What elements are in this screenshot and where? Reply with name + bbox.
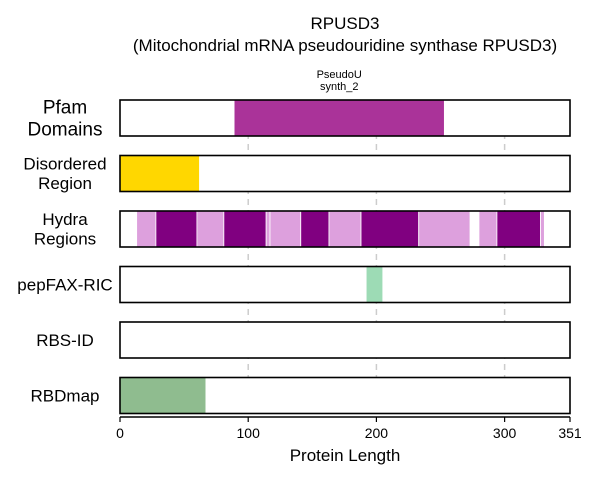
- track: RBDmap: [31, 376, 571, 415]
- track: pepFAX-RIC: [17, 265, 571, 304]
- track-label: RBS-ID: [36, 331, 94, 350]
- gridlines: [247, 100, 506, 417]
- track-segment: [233, 99, 445, 137]
- track-segment: [300, 210, 330, 248]
- track-label: Domains: [28, 120, 103, 141]
- track-frame: [119, 99, 571, 137]
- x-tick-label: 300: [493, 425, 517, 441]
- segment-label: synth_2: [320, 81, 359, 93]
- x-tick-label: 200: [365, 425, 389, 441]
- x-tick-label: 351: [558, 425, 582, 441]
- track-segment: [365, 266, 384, 303]
- track-segment: [155, 210, 198, 248]
- track-segment: [418, 210, 471, 248]
- x-tick-label: 100: [237, 425, 261, 441]
- track-label: Hydra: [42, 210, 88, 229]
- track-label: Region: [38, 174, 92, 193]
- track-segment: [265, 210, 271, 248]
- track-background: [120, 322, 570, 358]
- track-label: Pfam: [43, 98, 87, 119]
- track-segment: [540, 210, 545, 248]
- track-segment: [328, 210, 362, 248]
- track-label: pepFAX-RIC: [17, 275, 112, 294]
- chart-subtitle: (Mitochondrial mRNA pseudouridine syntha…: [133, 36, 557, 55]
- x-tick-label: 0: [116, 425, 124, 441]
- track-frame: [119, 321, 571, 359]
- track-segment: [360, 210, 420, 248]
- track-frame: [119, 265, 571, 304]
- x-axis: 0 100 200 300 351: [116, 416, 582, 441]
- track-segment: [119, 155, 200, 192]
- track-segment: [496, 210, 541, 248]
- track: RBS-ID: [36, 321, 571, 359]
- chart-title: RPUSD3: [311, 14, 380, 33]
- track-frame: [119, 376, 571, 415]
- track-segment: [196, 210, 225, 248]
- track-segment: [223, 210, 267, 248]
- track-background: [120, 266, 570, 303]
- segment-label: PseudoU: [317, 69, 362, 81]
- track-segment: [136, 210, 157, 248]
- track-label: Regions: [34, 230, 96, 249]
- track-frame: [119, 154, 571, 193]
- track-label: RBDmap: [31, 386, 100, 405]
- track-segment: [478, 210, 498, 248]
- track-frame: [119, 210, 571, 248]
- x-axis-label: Protein Length: [290, 446, 401, 465]
- track-segment: [269, 210, 302, 248]
- track-label: Disordered: [23, 155, 106, 174]
- track-segment: [119, 377, 207, 414]
- tracks: PseudoUsynth_2PfamDomainsDisorderedRegio…: [17, 69, 571, 415]
